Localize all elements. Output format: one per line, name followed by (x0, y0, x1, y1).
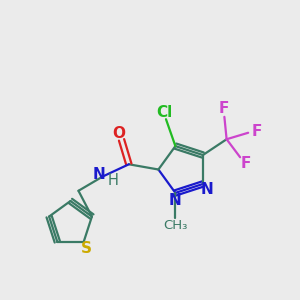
Text: S: S (81, 241, 92, 256)
Text: Cl: Cl (156, 105, 172, 120)
Text: H: H (107, 173, 118, 188)
Text: F: F (251, 124, 262, 139)
Text: F: F (219, 101, 229, 116)
Text: F: F (241, 156, 251, 171)
Text: N: N (169, 193, 182, 208)
Text: N: N (92, 167, 105, 182)
Text: O: O (112, 126, 126, 141)
Text: N: N (200, 182, 213, 197)
Text: CH₃: CH₃ (163, 219, 188, 232)
